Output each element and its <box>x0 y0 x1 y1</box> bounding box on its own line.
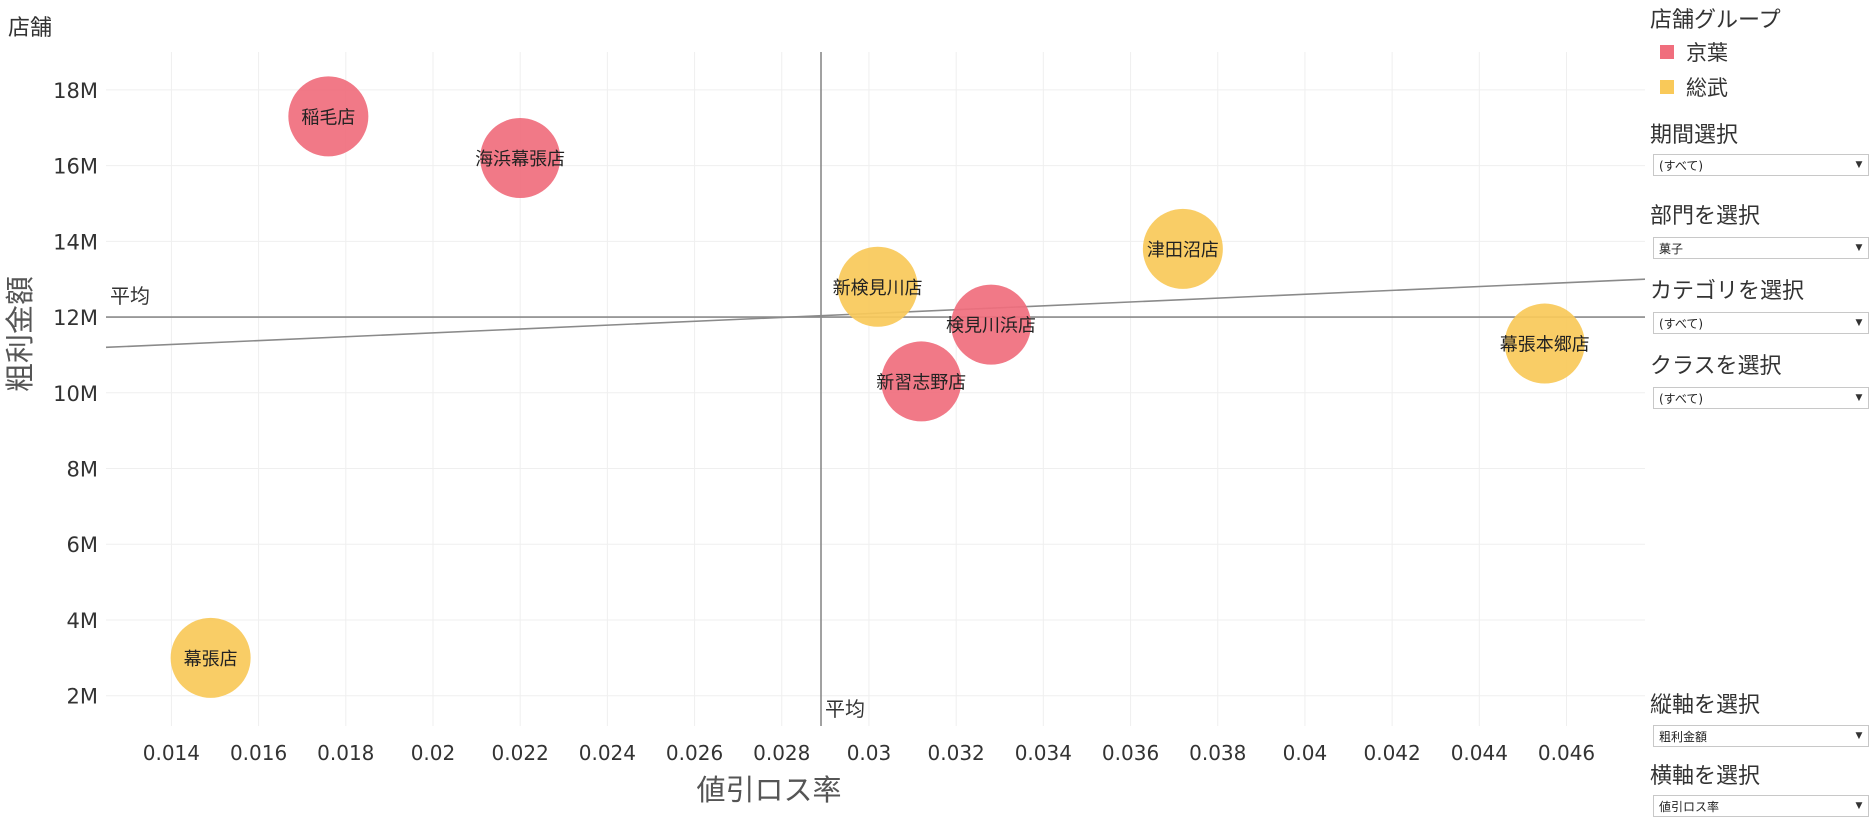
data-point-label: 新検見川店 <box>833 278 923 299</box>
x-tick-label: 0.044 <box>1451 741 1508 765</box>
category-filter-label: カテゴリを選択 <box>1650 279 1805 304</box>
x-tick-label: 0.03 <box>847 741 892 765</box>
data-point-label: 幕張店 <box>184 649 238 670</box>
caret-down-icon[interactable]: ▼ <box>1855 801 1863 811</box>
control-panel: 店舗グループ 京葉 総武 期間選択 (すべて) ▼ 部門を選択 菓子 ▼ カテゴ… <box>1647 0 1872 823</box>
y-tick-label: 16M <box>53 155 98 179</box>
data-point-bubble[interactable] <box>288 76 369 157</box>
data-point-label: 海浜幕張店 <box>475 149 565 170</box>
y-axis-select-value: 粗利金額 <box>1659 729 1708 744</box>
x-tick-label: 0.024 <box>579 741 636 765</box>
chart-title: 店舗 <box>8 16 53 41</box>
legend-title: 店舗グループ <box>1650 8 1781 33</box>
caret-down-icon[interactable]: ▼ <box>1855 731 1863 741</box>
department-filter-label: 部門を選択 <box>1650 204 1761 229</box>
y-axis-select-label: 縦軸を選択 <box>1650 693 1761 718</box>
data-point-label: 稲毛店 <box>301 107 355 128</box>
x-tick-label: 0.022 <box>492 741 549 765</box>
data-point[interactable]: 新検見川店 <box>833 246 923 327</box>
y-tick-label: 14M <box>53 230 98 254</box>
x-tick-label: 0.034 <box>1015 741 1072 765</box>
x-average-label: 平均 <box>825 697 865 721</box>
x-tick-label: 0.02 <box>411 741 456 765</box>
data-point-bubble[interactable] <box>1142 208 1223 289</box>
data-point-bubble[interactable] <box>1504 303 1585 384</box>
x-axis-select-dropdown[interactable]: 値引ロス率 ▼ <box>1653 795 1869 817</box>
x-tick-label: 0.028 <box>753 741 810 765</box>
data-point-label: 幕張本郷店 <box>1500 335 1590 356</box>
data-point[interactable]: 稲毛店 <box>288 76 369 157</box>
data-point[interactable]: 幕張店 <box>170 617 251 698</box>
data-point[interactable]: 検見川浜店 <box>946 284 1036 365</box>
y-axis-title: 粗利金額 <box>3 276 37 392</box>
department-filter-value: 菓子 <box>1659 241 1684 256</box>
y-average-label: 平均 <box>110 284 150 308</box>
x-tick-label: 0.038 <box>1189 741 1246 765</box>
legend-item-sobu[interactable]: 総武 <box>1660 74 1728 100</box>
category-filter-value: (すべて) <box>1659 316 1704 331</box>
x-tick-label: 0.014 <box>143 741 200 765</box>
period-filter-value: (すべて) <box>1659 158 1704 173</box>
data-point-label: 検見川浜店 <box>946 316 1036 337</box>
x-tick-label: 0.016 <box>230 741 287 765</box>
y-tick-label: 8M <box>67 458 98 482</box>
data-point-bubble[interactable] <box>480 118 561 199</box>
y-tick-label: 6M <box>67 533 98 557</box>
legend-swatch-keiyo <box>1660 45 1674 59</box>
y-tick-label: 10M <box>53 382 98 406</box>
data-point-bubble[interactable] <box>951 284 1032 365</box>
period-filter-label: 期間選択 <box>1650 123 1739 148</box>
department-filter-dropdown[interactable]: 菓子 ▼ <box>1653 237 1869 259</box>
x-axis-title: 値引ロス率 <box>696 773 841 807</box>
data-point[interactable]: 津田沼店 <box>1142 208 1223 289</box>
data-point[interactable]: 幕張本郷店 <box>1500 303 1590 384</box>
x-axis-select-label: 横軸を選択 <box>1650 764 1761 789</box>
legend-label: 総武 <box>1686 76 1728 100</box>
caret-down-icon[interactable]: ▼ <box>1855 393 1863 403</box>
x-tick-label: 0.036 <box>1102 741 1159 765</box>
x-tick-label: 0.042 <box>1364 741 1421 765</box>
caret-down-icon[interactable]: ▼ <box>1855 160 1863 170</box>
period-filter-dropdown[interactable]: (すべて) ▼ <box>1653 154 1869 176</box>
data-point-bubble[interactable] <box>837 246 918 327</box>
legend-item-keiyo[interactable]: 京葉 <box>1660 39 1728 65</box>
class-filter-dropdown[interactable]: (すべて) ▼ <box>1653 387 1869 409</box>
legend-label: 京葉 <box>1686 41 1728 65</box>
x-tick-label: 0.04 <box>1283 741 1328 765</box>
class-filter-value: (すべて) <box>1659 391 1704 406</box>
y-tick-label: 2M <box>67 685 98 709</box>
x-tick-label: 0.018 <box>317 741 374 765</box>
x-tick-label: 0.032 <box>928 741 985 765</box>
y-axis-select-dropdown[interactable]: 粗利金額 ▼ <box>1653 725 1869 747</box>
category-filter-dropdown[interactable]: (すべて) ▼ <box>1653 312 1869 334</box>
axis-ticks: 0.014 0.016 0.018 0.02 0.022 0.024 0.026 0.028 0… <box>53 79 1595 765</box>
y-tick-label: 12M <box>53 306 98 330</box>
caret-down-icon[interactable]: ▼ <box>1855 243 1863 253</box>
x-tick-label: 0.046 <box>1538 741 1595 765</box>
data-point[interactable]: 新習志野店 <box>876 341 966 422</box>
x-axis-select-value: 値引ロス率 <box>1659 799 1720 814</box>
data-point-bubble[interactable] <box>170 617 251 698</box>
data-point[interactable]: 海浜幕張店 <box>475 118 565 199</box>
x-tick-label: 0.026 <box>666 741 723 765</box>
legend-swatch-sobu <box>1660 80 1674 94</box>
y-tick-label: 4M <box>67 609 98 633</box>
caret-down-icon[interactable]: ▼ <box>1855 318 1863 328</box>
data-point-label: 新習志野店 <box>876 372 966 393</box>
y-tick-label: 18M <box>53 79 98 103</box>
data-point-bubble[interactable] <box>881 341 962 422</box>
data-point-label: 津田沼店 <box>1147 240 1219 261</box>
class-filter-label: クラスを選択 <box>1650 354 1782 379</box>
